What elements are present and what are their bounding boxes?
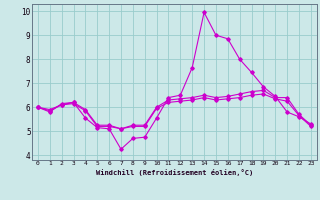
X-axis label: Windchill (Refroidissement éolien,°C): Windchill (Refroidissement éolien,°C) [96, 169, 253, 176]
